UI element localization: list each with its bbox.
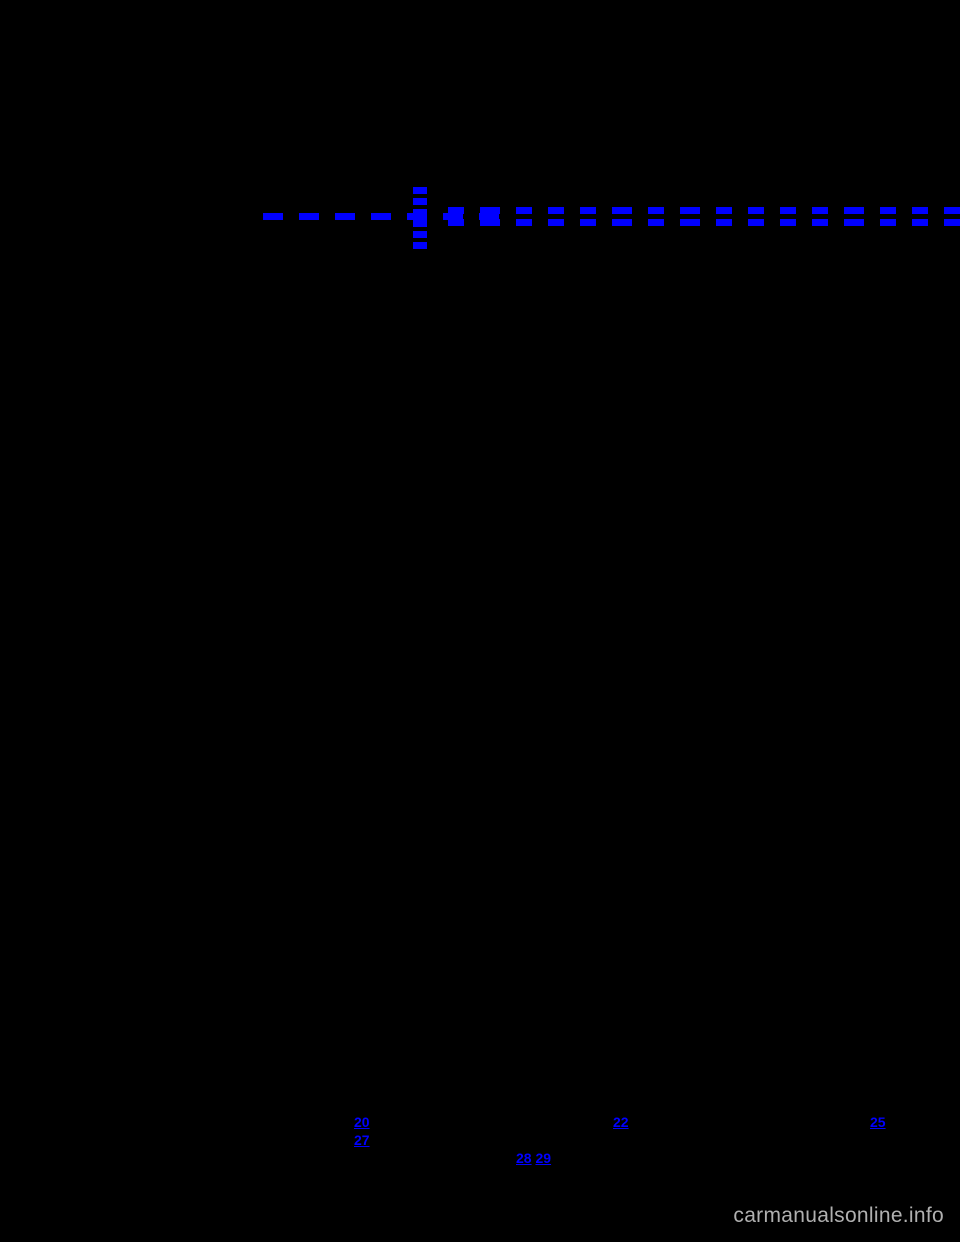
dash bbox=[516, 219, 532, 226]
page-link-27[interactable]: 27 bbox=[354, 1132, 370, 1148]
dash bbox=[580, 219, 596, 226]
dash bbox=[413, 231, 427, 238]
dash bbox=[944, 207, 960, 214]
dash bbox=[263, 213, 283, 220]
watermark-text: carmanualsonline.info bbox=[733, 1204, 944, 1228]
dash bbox=[780, 219, 796, 226]
dash bbox=[912, 219, 928, 226]
dash bbox=[407, 213, 427, 220]
dash bbox=[299, 213, 319, 220]
dash bbox=[516, 207, 532, 214]
dash bbox=[680, 219, 700, 226]
dash bbox=[480, 219, 500, 226]
dash bbox=[612, 207, 632, 214]
dash bbox=[812, 207, 828, 214]
dash bbox=[812, 219, 828, 226]
dash bbox=[371, 213, 391, 220]
dash bbox=[912, 207, 928, 214]
dash bbox=[612, 219, 632, 226]
right-dash-row-bottom bbox=[448, 219, 960, 226]
top-dashed-strip bbox=[0, 95, 960, 155]
page-link-22[interactable]: 22 bbox=[613, 1114, 629, 1130]
dash bbox=[335, 213, 355, 220]
dash bbox=[716, 207, 732, 214]
dash bbox=[548, 219, 564, 226]
dash bbox=[748, 207, 764, 214]
dash bbox=[944, 219, 960, 226]
dash bbox=[748, 219, 764, 226]
page-link-28[interactable]: 28 bbox=[516, 1150, 532, 1166]
dash bbox=[648, 207, 664, 214]
dash bbox=[413, 242, 427, 249]
dash bbox=[880, 207, 896, 214]
dash bbox=[580, 207, 596, 214]
page-link-28-29-group: 28 29 bbox=[516, 1150, 551, 1166]
dash bbox=[780, 207, 796, 214]
dash bbox=[880, 219, 896, 226]
dash bbox=[548, 207, 564, 214]
dash bbox=[680, 207, 700, 214]
right-dash-row-top bbox=[448, 207, 960, 214]
page-link-20[interactable]: 20 bbox=[354, 1114, 370, 1130]
dash bbox=[844, 219, 864, 226]
page-link-29[interactable]: 29 bbox=[535, 1150, 551, 1166]
dash bbox=[413, 187, 427, 194]
dash bbox=[448, 207, 464, 214]
page-link-25[interactable]: 25 bbox=[870, 1114, 886, 1130]
dash bbox=[844, 207, 864, 214]
dash bbox=[448, 219, 464, 226]
dash bbox=[413, 220, 427, 227]
dash bbox=[480, 207, 500, 214]
dash bbox=[413, 198, 427, 205]
dash bbox=[648, 219, 664, 226]
dash bbox=[716, 219, 732, 226]
